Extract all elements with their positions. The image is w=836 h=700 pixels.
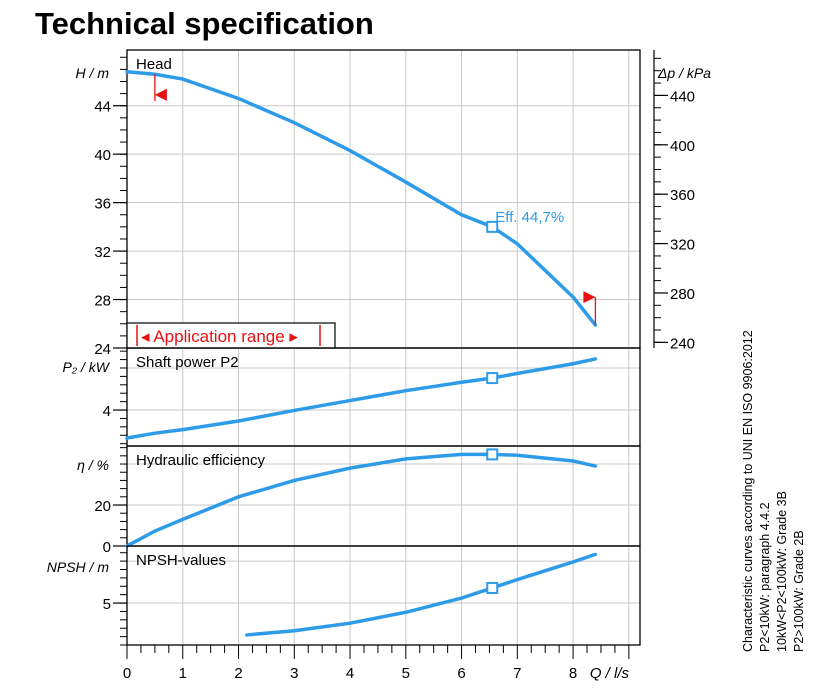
right-tick-label: 400 <box>670 138 695 155</box>
right-tick-label: 360 <box>670 187 695 204</box>
y-tick-label: 40 <box>94 147 111 164</box>
operating-point-marker <box>486 448 499 461</box>
x-tick-label: 1 <box>179 665 187 682</box>
right-tick-label: 240 <box>670 335 695 352</box>
y-axis-label: P₂ / kW <box>62 359 110 375</box>
right-axis-label: Δp / kPa <box>657 65 711 81</box>
y-tick-label: 5 <box>103 596 111 613</box>
x-tick-label: 0 <box>123 665 131 682</box>
y-tick-label: 0 <box>103 539 111 556</box>
note-line: P2<10kW: paragraph 4.4.2 <box>758 502 772 652</box>
range-max-arrow-icon <box>583 291 596 304</box>
y-axis-label: NPSH / m <box>47 559 110 575</box>
y-tick-label: 4 <box>103 403 111 420</box>
x-tick-label: 6 <box>457 665 465 682</box>
operating-point-marker <box>486 220 499 233</box>
right-tick-label: 440 <box>670 88 695 105</box>
note-line: Characteristic curves according to UNI E… <box>741 330 755 652</box>
panel-frame <box>126 545 641 646</box>
panel-title: Hydraulic efficiency <box>136 452 265 469</box>
operating-point-marker <box>486 372 499 385</box>
y-tick-label: 44 <box>94 99 111 116</box>
operating-point-marker <box>486 581 499 594</box>
curve-shaft-power-p2 <box>125 357 598 440</box>
x-tick-label: 5 <box>402 665 410 682</box>
y-tick-label: 28 <box>94 293 111 310</box>
range-min-arrow-icon <box>154 88 167 101</box>
curve-hydraulic-efficiency <box>125 452 598 548</box>
panel-frame <box>126 49 641 349</box>
panel-title: Head <box>136 56 172 73</box>
y-tick-label: 36 <box>94 196 111 213</box>
right-tick-label: 320 <box>670 237 695 254</box>
y-axis-label: η / % <box>77 457 109 473</box>
curve-head <box>125 70 598 327</box>
efficiency-label: Eff. 44,7% <box>495 209 564 226</box>
x-tick-label: 7 <box>513 665 521 682</box>
y-tick-label: 24 <box>94 341 111 358</box>
curve-npsh-values <box>245 552 598 637</box>
panel-title: Shaft power P2 <box>136 354 239 371</box>
note-line: 10kW<P2<100kW: Grade 3B <box>775 491 789 652</box>
page-title: Technical specification <box>35 6 374 41</box>
x-tick-label: 3 <box>290 665 298 682</box>
application-range-label: ◂ Application range ▸ <box>141 327 298 346</box>
right-tick-label: 280 <box>670 286 695 303</box>
panel-title: NPSH-values <box>136 552 226 569</box>
y-tick-label: 20 <box>94 498 111 515</box>
standards-note: Characteristic curves according to UNI E… <box>740 330 808 652</box>
x-tick-label: 2 <box>234 665 242 682</box>
note-line: P2>100kW: Grade 2B <box>792 530 806 652</box>
y-axis-label: H / m <box>76 65 110 81</box>
application-range-box <box>126 322 336 349</box>
y-tick-label: 32 <box>94 244 111 261</box>
x-tick-label: 8 <box>569 665 577 682</box>
x-axis-label: Q / l/s <box>590 665 630 682</box>
x-tick-label: 4 <box>346 665 354 682</box>
